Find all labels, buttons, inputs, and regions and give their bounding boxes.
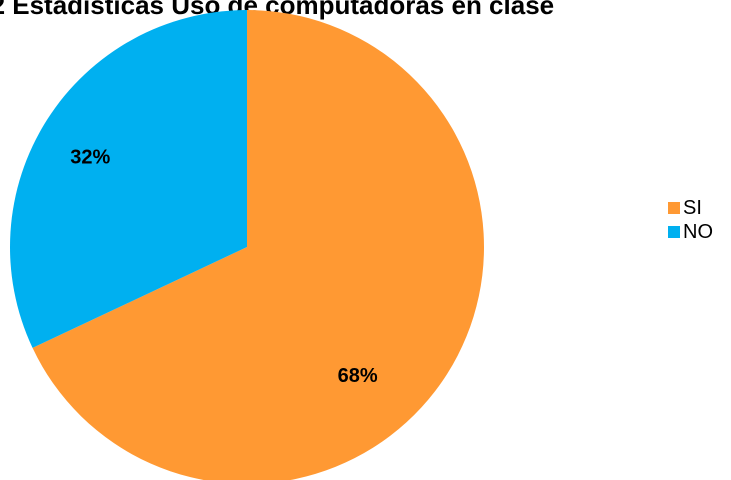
legend-item-no: NO (668, 220, 713, 244)
data-label-si: 68% (338, 365, 378, 387)
pie-slice-no (10, 10, 248, 348)
legend-item-si: SI (668, 196, 713, 220)
legend-label-si: SI (683, 197, 702, 219)
chart-title: S 2 Estadísticas Uso de computadoras en … (0, 0, 555, 20)
legend-swatch-no (668, 226, 680, 238)
legend-swatch-si (668, 202, 680, 214)
pie-slice-si (32, 10, 484, 480)
data-label-no: 32% (70, 146, 110, 168)
legend: SI NO (668, 196, 713, 244)
legend-label-no: NO (683, 221, 713, 243)
